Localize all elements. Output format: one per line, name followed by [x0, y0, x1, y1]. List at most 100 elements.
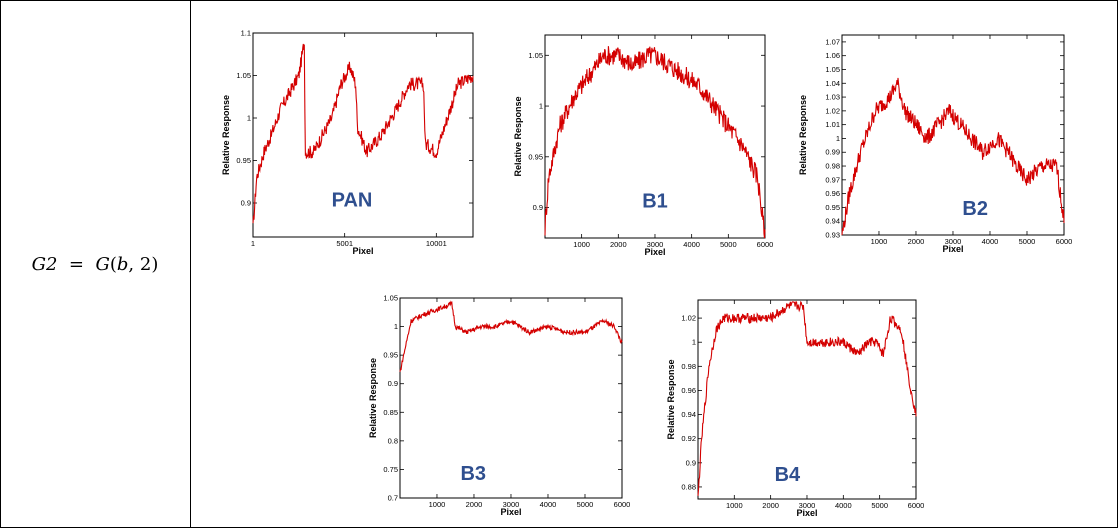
x-tick-label: 1000: [871, 237, 888, 246]
band-label: PAN: [332, 189, 373, 211]
y-tick-label: 0.88: [681, 482, 696, 491]
x-tick-label: 6000: [614, 500, 631, 509]
series-line: [841, 77, 1065, 236]
y-tick-label: 1: [539, 102, 543, 111]
y-tick-label: 0.95: [383, 351, 398, 360]
formula-lhs: G2: [31, 253, 58, 275]
x-tick-label: 3000: [503, 500, 520, 509]
x-axis-title: Pixel: [942, 244, 963, 254]
x-axis-title: Pixel: [796, 508, 817, 518]
x-tick-label: 4000: [835, 501, 852, 510]
formula-cell: G2 = G(b, 2): [0, 0, 190, 528]
y-tick-label: 1.02: [681, 314, 696, 323]
y-tick-label: 1: [394, 322, 398, 331]
y-tick-label: 0.94: [825, 217, 840, 226]
formula-equals: =: [68, 253, 85, 275]
x-tick-label: 6000: [1056, 237, 1073, 246]
y-tick-label: 1.07: [825, 37, 840, 46]
band-label: B2: [962, 198, 988, 220]
plot-frame: [399, 297, 623, 499]
y-tick-label: 1.05: [383, 294, 398, 303]
x-tick-label: 1: [251, 239, 255, 248]
y-tick-label: 1.06: [825, 51, 840, 60]
x-tick-label: 3000: [647, 240, 664, 249]
y-axis-title: Relative Response: [666, 359, 676, 439]
x-tick-label: 2000: [762, 501, 779, 510]
y-tick-label: 0.7: [388, 494, 398, 503]
y-tick-label: 0.98: [825, 162, 840, 171]
x-tick-label: 10001: [426, 239, 447, 248]
x-tick-label: 3000: [799, 501, 816, 510]
formula-arg1: b: [116, 253, 129, 275]
y-tick-label: 0.95: [825, 203, 840, 212]
band-label: B4: [775, 464, 801, 486]
y-tick-label: 0.85: [383, 408, 398, 417]
y-tick-label: 0.95: [528, 152, 543, 161]
x-tick-label: 2000: [908, 237, 925, 246]
y-tick-label: 0.93: [825, 231, 840, 240]
y-tick-label: 0.98: [681, 362, 696, 371]
band-label: B1: [642, 191, 668, 213]
table-cell-divider: [190, 0, 191, 528]
y-tick-label: 1.05: [825, 65, 840, 74]
x-tick-label: 4000: [982, 237, 999, 246]
x-axis-title: Pixel: [352, 246, 373, 256]
y-tick-label: 0.9: [241, 199, 251, 208]
formula-arg2: 2: [139, 253, 152, 275]
x-tick-label: 4000: [540, 500, 557, 509]
y-tick-label: 0.8: [388, 436, 398, 445]
y-axis-title: Relative Response: [368, 358, 378, 438]
series-line: [399, 300, 623, 372]
series-line: [697, 300, 917, 496]
x-axis-title: Pixel: [644, 247, 665, 257]
band-label: B3: [460, 463, 486, 485]
plot-frame: [252, 32, 474, 238]
x-tick-label: 1000: [429, 500, 446, 509]
formula-func: G: [95, 253, 110, 275]
y-tick-label: 0.9: [388, 379, 398, 388]
x-tick-label: 1000: [573, 240, 590, 249]
y-tick-label: 1: [836, 134, 840, 143]
chart-b3: 1000 2000 3000 4000 5000 6000 0.7 0.75 0.8 0.85 0.…: [368, 294, 631, 518]
y-tick-label: 1.03: [825, 93, 840, 102]
y-tick-label: 1.01: [825, 120, 840, 129]
y-tick-label: 0.75: [383, 465, 398, 474]
y-tick-label: 0.94: [681, 410, 696, 419]
x-tick-label: 5000: [720, 240, 737, 249]
chart-b1: 1000 2000 3000 4000 5000 6000 0.9 0.95 1 1.05 Pixe…: [513, 34, 774, 257]
y-tick-label: 0.9: [686, 458, 696, 467]
y-tick-label: 0.9: [533, 203, 543, 212]
x-tick-label: 6000: [908, 501, 925, 510]
y-tick-label: 0.99: [825, 148, 840, 157]
x-axis-title: Pixel: [500, 507, 521, 517]
x-tick-label: 5000: [871, 501, 888, 510]
y-tick-label: 1.05: [528, 51, 543, 60]
x-tick-label: 6000: [757, 240, 774, 249]
y-tick-label: 0.96: [681, 386, 696, 395]
y-tick-label: 0.95: [236, 156, 251, 165]
y-axis-title: Relative Response: [798, 95, 808, 175]
plot-frame: [697, 299, 917, 500]
chart-pan: 1 5001 10001 0.9 0.95 1 1.05 1.1 Pixel Relative R…: [221, 29, 474, 256]
y-tick-label: 1.04: [825, 79, 840, 88]
y-tick-label: 1: [247, 114, 251, 123]
x-tick-label: 2000: [466, 500, 483, 509]
y-tick-label: 1.02: [825, 106, 840, 115]
x-tick-label: 1000: [726, 501, 743, 510]
y-tick-label: 0.97: [825, 175, 840, 184]
y-axis-title: Relative Response: [221, 95, 231, 175]
series-line: [544, 46, 766, 239]
x-tick-label: 3000: [945, 237, 962, 246]
chart-b4: 1000 2000 3000 4000 5000 6000 0.88 0.9 0.92 0.94 0…: [666, 299, 925, 518]
x-tick-label: 2000: [610, 240, 627, 249]
formula-text: G2 = G(b, 2): [31, 253, 159, 275]
chart-b2: 1000 2000 3000 4000 5000 6000 0.93 0.94 0.95 0.96…: [798, 34, 1073, 254]
y-tick-label: 0.96: [825, 189, 840, 198]
plot-frame: [544, 34, 766, 239]
x-tick-label: 5000: [577, 500, 594, 509]
x-tick-label: 5001: [336, 239, 353, 248]
y-axis-title: Relative Response: [513, 96, 523, 176]
y-tick-label: 1.05: [236, 71, 251, 80]
plot-frame: [841, 34, 1065, 236]
x-tick-label: 4000: [683, 240, 700, 249]
